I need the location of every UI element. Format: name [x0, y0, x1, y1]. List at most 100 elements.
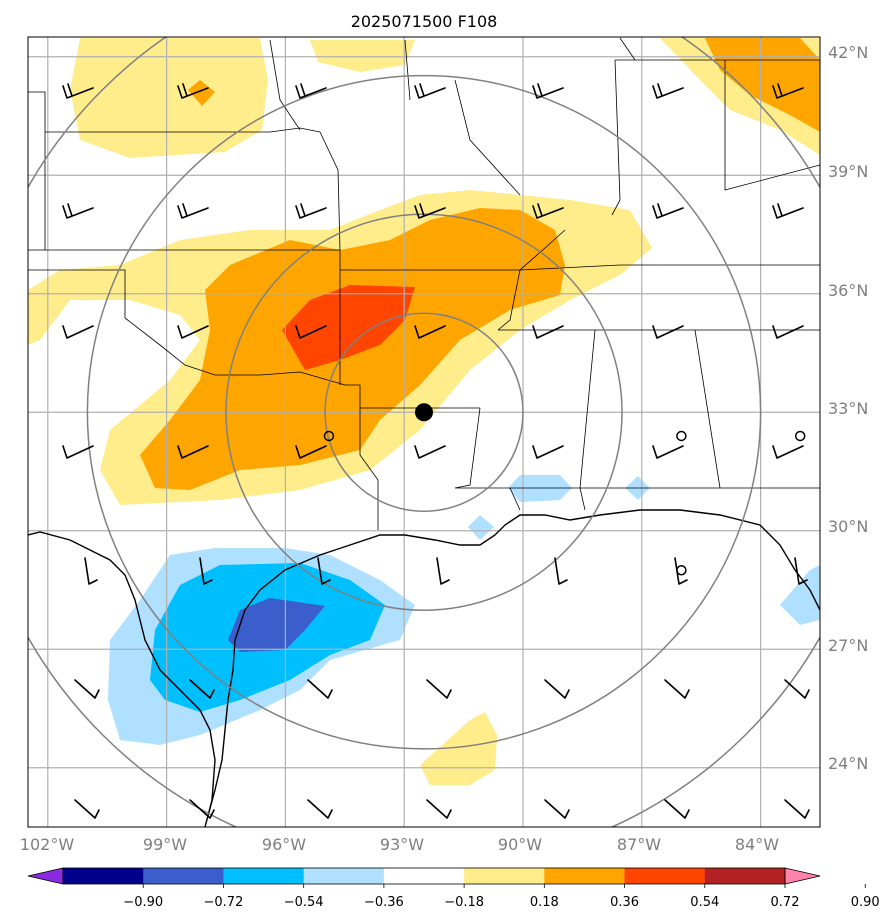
lon-label-90: 90°W — [498, 835, 542, 854]
wind-barb — [652, 83, 684, 99]
lon-labels: 102°W 99°W 96°W 93°W 90°W 87°W 84°W — [20, 835, 779, 854]
station-marker — [676, 565, 687, 576]
wind-barb — [62, 203, 94, 219]
wind-barb — [62, 325, 94, 339]
colorbar-tick-label: 0.18 — [530, 895, 559, 910]
lat-label-36: 36°N — [828, 281, 868, 300]
colorbar-segment — [303, 868, 385, 884]
colorbar-segment — [63, 868, 144, 884]
gulf-coast — [28, 509, 820, 827]
colorbar-outline — [62, 867, 786, 885]
wind-barb — [414, 445, 446, 459]
wind-barb — [414, 83, 446, 99]
colorbar-segment — [223, 868, 305, 884]
wind-barb — [544, 799, 570, 819]
wind-barb — [426, 679, 452, 699]
wind-barb — [784, 679, 810, 699]
state-borders — [28, 37, 820, 530]
wind-barb — [295, 445, 327, 459]
wind-barb — [772, 83, 804, 99]
colorbar-tick-label: 0.36 — [610, 895, 639, 910]
wind-barbs — [62, 83, 810, 819]
range-ring — [86, 74, 762, 750]
anomaly-blue-small-3 — [468, 515, 494, 540]
wind-barb — [177, 445, 209, 459]
wind-barb — [177, 325, 209, 339]
center-point-marker — [415, 403, 433, 422]
anomaly-yellow-gulf — [420, 712, 497, 785]
colorbar-tick-label: −0.36 — [364, 895, 404, 910]
anomaly-blue-small-4 — [780, 565, 820, 625]
station-marker — [676, 430, 687, 442]
colorbar-segment — [143, 868, 224, 884]
colorbar-segment — [544, 868, 626, 884]
wind-barb — [664, 799, 690, 819]
anomaly-yellow-n — [310, 40, 415, 72]
colorbar-segment — [704, 868, 786, 884]
coastline — [28, 509, 820, 827]
colorbar-extend-high — [784, 867, 821, 885]
colorbar-tick-label: 0.72 — [771, 895, 800, 910]
figure-title: 2025071500 F108 — [351, 12, 498, 31]
wind-barb — [532, 83, 564, 99]
station-marker — [323, 430, 335, 442]
wind-barb — [307, 799, 333, 819]
colorbar-ticks: −0.90 −0.72 −0.54 −0.36 −0.18 0.18 0.36 0.54 0.7… — [123, 884, 880, 910]
wind-barb — [544, 679, 570, 699]
colorbar — [27, 867, 821, 885]
station-marker — [794, 430, 806, 442]
wind-barb — [532, 445, 564, 459]
wind-barb — [664, 679, 690, 699]
wind-barb — [74, 679, 100, 699]
lon-label-99: 99°W — [143, 835, 187, 854]
lon-label-96: 96°W — [262, 835, 306, 854]
wind-barb — [295, 203, 327, 219]
wind-barb — [794, 557, 808, 585]
lon-label-84: 84°W — [735, 835, 779, 854]
colorbar-tick-label: −0.90 — [123, 895, 163, 910]
markers — [323, 403, 806, 576]
wind-barb — [772, 203, 804, 219]
wind-barb — [414, 325, 446, 339]
wind-barb — [189, 799, 215, 819]
map-frame — [27, 36, 821, 828]
wind-barb — [177, 203, 209, 219]
wind-barb — [74, 799, 100, 819]
wind-barb — [532, 203, 564, 219]
lat-label-27: 27°N — [828, 636, 868, 655]
colorbar-extend-low — [27, 867, 64, 885]
wind-barb — [532, 325, 564, 339]
wind-barb — [772, 445, 804, 459]
lon-label-87: 87°W — [617, 835, 661, 854]
lat-label-33: 33°N — [828, 399, 868, 418]
wind-barb — [317, 557, 331, 585]
wind-barb — [189, 679, 215, 699]
wind-barb — [652, 445, 684, 459]
colorbar-tick-label: −0.18 — [444, 895, 484, 910]
wind-barb — [62, 83, 94, 99]
map-panel — [28, 37, 820, 827]
colorbar-segment — [383, 868, 465, 884]
lat-label-30: 30°N — [828, 517, 868, 536]
colorbar-segment — [464, 868, 545, 884]
wind-barb — [62, 445, 94, 459]
anomaly-darkblue-tx — [228, 598, 325, 652]
wind-barb — [772, 325, 804, 339]
lon-label-93: 93°W — [380, 835, 424, 854]
lat-labels: 42°N 39°N 36°N 33°N 30°N 27°N 24°N — [828, 43, 868, 773]
lat-label-39: 39°N — [828, 162, 868, 181]
anomaly-blue-small-1 — [508, 475, 572, 502]
wind-barb — [295, 325, 327, 339]
wind-barb — [436, 557, 450, 585]
colorbar-tick-label: 0.90 — [851, 895, 880, 910]
lat-label-42: 42°N — [828, 43, 868, 62]
anomaly-orange-ne — [705, 38, 820, 132]
state-border-lines — [28, 37, 820, 530]
wind-barb — [295, 83, 327, 99]
colorbar-tick-label: −0.54 — [284, 895, 324, 910]
anomaly-orange-nw — [188, 80, 215, 106]
lon-label-102: 102°W — [20, 835, 75, 854]
wind-barb — [84, 557, 98, 585]
lat-label-24: 24°N — [828, 754, 868, 773]
